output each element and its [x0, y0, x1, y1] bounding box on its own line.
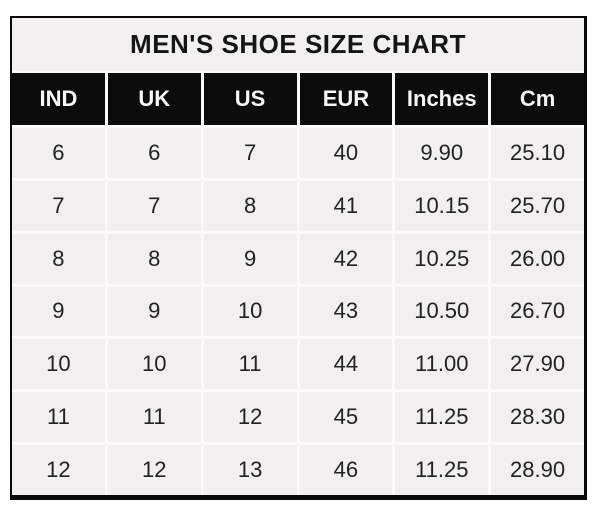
table-cell: 8	[203, 180, 297, 231]
table-cell: 10	[203, 286, 297, 337]
table-cell: 10	[12, 339, 105, 390]
table-cell: 7	[12, 180, 105, 231]
table-cell: 27.90	[491, 339, 584, 390]
size-table: IND UK US EUR Inches Cm 6 6 7 40 9.90 25…	[12, 71, 584, 495]
table-cell: 10.50	[395, 286, 489, 337]
table-cell: 6	[12, 128, 105, 178]
table-cell: 9	[203, 233, 297, 284]
shoe-size-chart: MEN'S SHOE SIZE CHART IND UK US EUR Inch…	[10, 16, 587, 500]
table-cell: 11	[12, 392, 105, 443]
table-cell: 26.00	[491, 233, 584, 284]
table-cell: 25.70	[491, 180, 584, 231]
table-cell: 10.15	[395, 180, 489, 231]
column-header-inches: Inches	[395, 73, 489, 125]
table-cell: 26.70	[491, 286, 584, 337]
column-header-us: US	[203, 73, 297, 125]
table-cell: 28.90	[491, 445, 584, 495]
table-cell: 12	[203, 392, 297, 443]
table-cell: 42	[299, 233, 393, 284]
table-cell: 41	[299, 180, 393, 231]
column-header-eur: EUR	[299, 73, 393, 125]
table-cell: 8	[107, 233, 201, 284]
table-cell: 9	[107, 286, 201, 337]
chart-title: MEN'S SHOE SIZE CHART	[12, 18, 584, 71]
table-cell: 10.25	[395, 233, 489, 284]
column-header-cm: Cm	[491, 73, 584, 125]
column-header-ind: IND	[12, 73, 105, 125]
table-cell: 46	[299, 445, 393, 495]
column-header-uk: UK	[107, 73, 201, 125]
table-cell: 6	[107, 128, 201, 178]
table-cell: 13	[203, 445, 297, 495]
table-cell: 7	[107, 180, 201, 231]
table-cell: 12	[107, 445, 201, 495]
table-cell: 7	[203, 128, 297, 178]
table-cell: 25.10	[491, 128, 584, 178]
table-cell: 11	[107, 392, 201, 443]
table-cell: 12	[12, 445, 105, 495]
table-cell: 44	[299, 339, 393, 390]
table-cell: 40	[299, 128, 393, 178]
table-cell: 11	[203, 339, 297, 390]
table-cell: 9.90	[395, 128, 489, 178]
table-cell: 11.25	[395, 445, 489, 495]
table-cell: 11.25	[395, 392, 489, 443]
table-cell: 28.30	[491, 392, 584, 443]
table-cell: 43	[299, 286, 393, 337]
table-cell: 9	[12, 286, 105, 337]
table-cell: 11.00	[395, 339, 489, 390]
table-cell: 8	[12, 233, 105, 284]
table-cell: 10	[107, 339, 201, 390]
table-cell: 45	[299, 392, 393, 443]
